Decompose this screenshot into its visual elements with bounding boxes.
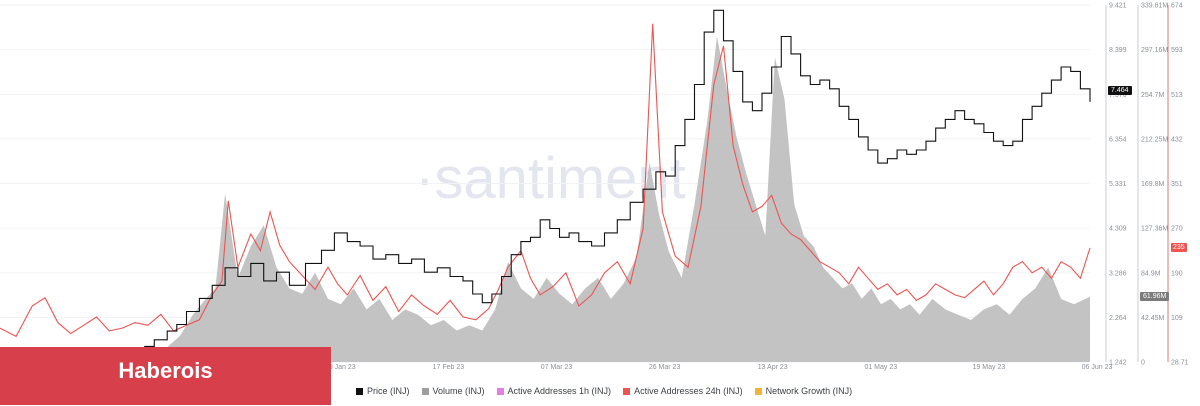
x-tick-label: 13 Apr 23 xyxy=(758,364,788,371)
price-tick-label: 5.331 xyxy=(1109,181,1127,188)
volume-tick-label: 42.45M xyxy=(1141,315,1165,322)
active-addresses-24h-line xyxy=(0,23,1091,338)
santiment-watermark: ·santiment xyxy=(415,146,686,211)
active_addresses-tick-label: 190 xyxy=(1171,270,1183,277)
volume-tick-label: 339.61M xyxy=(1141,3,1168,10)
volume-tick-label: 127.36M xyxy=(1141,226,1168,233)
current-volume-label: 61.96M xyxy=(1140,292,1170,301)
price-tick-label: 6.354 xyxy=(1109,136,1127,143)
volume-tick-label: 254.7M xyxy=(1141,92,1165,99)
legend-item-active-addresses-24h[interactable]: Active Addresses 24h (INJ) xyxy=(623,385,743,397)
x-tick-label: 03 Jan 23 xyxy=(325,364,356,371)
legend-swatch xyxy=(754,387,762,395)
price-line xyxy=(0,9,1091,357)
legend-item-volume[interactable]: Volume (INJ) xyxy=(421,385,485,397)
volume-tick-label: 297.16M xyxy=(1141,47,1168,54)
volume-tick-label: 169.8M xyxy=(1141,181,1165,188)
active_addresses-tick-label: 351 xyxy=(1171,181,1183,188)
price-tick-label: 7.376 xyxy=(1109,92,1127,99)
price-tick-label: 8.399 xyxy=(1109,47,1127,54)
legend-swatch xyxy=(356,387,363,395)
active_addresses-tick-label: 674 xyxy=(1171,3,1183,10)
active_addresses-tick-label: 513 xyxy=(1171,92,1183,99)
active_addresses-tick-label: 28.71 xyxy=(1171,360,1189,367)
legend-swatch xyxy=(421,387,429,395)
active_addresses-tick-label: 432 xyxy=(1171,136,1183,143)
legend-item-price[interactable]: Price (INJ) xyxy=(356,385,410,397)
x-tick-label: 07 Mar 23 xyxy=(541,364,573,371)
active_addresses-tick-label: 270 xyxy=(1171,226,1183,233)
volume-tick-label: 84.9M xyxy=(1141,270,1161,277)
legend-label: Active Addresses 24h (INJ) xyxy=(634,386,743,396)
current-active-addresses-label: 235 xyxy=(1171,243,1187,252)
price-tick-label: 9.421 xyxy=(1109,3,1127,10)
x-tick-label: 17 Feb 23 xyxy=(433,364,465,371)
plot-area xyxy=(0,9,1091,362)
haberois-badge: Haberois xyxy=(0,347,331,405)
legend-swatch xyxy=(496,387,504,395)
volume-tick-label: 0 xyxy=(1141,360,1145,367)
axes: 9.421 8.399 7.376 6.354 5.331 4.309 3.286 2.264… xyxy=(0,3,1189,372)
legend-label: Network Growth (INJ) xyxy=(765,386,853,396)
legend: Price (INJ) Volume (INJ) Active Addresse… xyxy=(356,385,852,397)
legend-label: Active Addresses 1h (INJ) xyxy=(507,386,612,396)
legend-item-network-growth[interactable]: Network Growth (INJ) xyxy=(754,385,853,397)
x-tick-label: 19 May 23 xyxy=(973,364,1006,371)
price-tick-label: 1.242 xyxy=(1109,360,1127,367)
x-tick-label: 26 Mar 23 xyxy=(649,364,681,371)
x-tick-label: 01 May 23 xyxy=(864,364,897,371)
price-tick-label: 4.309 xyxy=(1109,226,1127,233)
legend-item-active-addresses-1h[interactable]: Active Addresses 1h (INJ) xyxy=(496,385,612,397)
current-price-label: 7.464 xyxy=(1108,86,1132,95)
active_addresses-tick-label: 593 xyxy=(1171,47,1183,54)
volume-tick-label: 212.25M xyxy=(1141,136,1168,143)
x-tick-label: 06 Jun 23 xyxy=(1082,364,1113,371)
active_addresses-tick-label: 109 xyxy=(1171,315,1183,322)
legend-swatch xyxy=(623,387,631,395)
price-tick-label: 2.264 xyxy=(1109,315,1127,322)
legend-label: Volume (INJ) xyxy=(432,386,485,396)
legend-label: Price (INJ) xyxy=(367,386,410,396)
price-tick-label: 3.286 xyxy=(1109,270,1127,277)
